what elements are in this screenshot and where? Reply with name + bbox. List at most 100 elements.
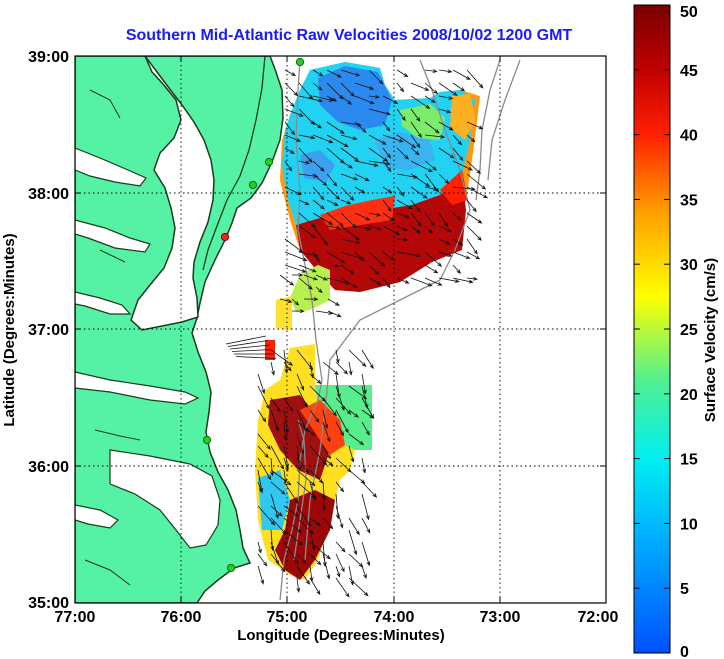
north-patch-blue-2 — [300, 150, 335, 182]
current-vector-arrow — [361, 373, 367, 395]
current-vector-arrow — [361, 457, 367, 474]
current-vector-arrow — [270, 517, 287, 535]
current-vector-arrow — [368, 94, 381, 99]
current-vector-arrow — [410, 212, 422, 227]
current-vector-arrow — [257, 553, 268, 567]
current-vector-arrow — [298, 160, 311, 165]
current-vector-arrow — [322, 421, 331, 443]
current-vector-arrow — [309, 529, 316, 551]
north-patch-orange — [450, 94, 476, 140]
colorbar-tick-label: 30 — [680, 257, 698, 274]
current-vector-arrow — [410, 108, 421, 122]
current-vector-arrow — [283, 457, 289, 472]
current-vector-arrow — [312, 121, 323, 129]
current-vector-arrow — [309, 541, 331, 560]
current-vector-arrow — [312, 173, 328, 187]
current-vector-arrow — [348, 385, 368, 400]
y-tick-label: 35:00 — [28, 595, 69, 612]
current-vector-arrow — [382, 134, 404, 143]
current-vector-arrow — [361, 409, 375, 419]
current-vector-arrow — [298, 212, 316, 228]
current-vector-arrow — [235, 356, 277, 359]
current-vector-arrow — [354, 251, 365, 262]
albemarle-sound — [75, 371, 200, 405]
current-vector-arrow — [354, 186, 366, 194]
current-vector-arrow — [452, 69, 471, 80]
current-vector-arrow — [354, 95, 375, 105]
current-vector-arrow — [270, 505, 283, 517]
current-vector-arrow — [309, 577, 321, 596]
station-marker — [248, 180, 258, 190]
current-vector-arrow — [284, 134, 302, 142]
x-axis-label: Longitude (Degrees:Minutes) — [237, 627, 445, 644]
current-vector-arrow — [322, 517, 334, 530]
current-vector-arrow — [354, 121, 367, 134]
current-vector-arrow — [340, 82, 355, 97]
current-vector-arrow — [368, 264, 380, 276]
current-vector-arrow — [361, 481, 378, 498]
current-vector-arrow — [298, 173, 319, 178]
current-vector-arrow — [296, 553, 307, 565]
current-vector-arrow — [438, 238, 451, 245]
current-vector-arrow — [292, 273, 304, 277]
colorbar-tick-label: 35 — [680, 192, 698, 209]
current-vector-arrow — [296, 457, 310, 474]
current-vector-arrow — [340, 134, 358, 140]
current-vector-arrow — [283, 409, 289, 434]
y-tick-label: 36:00 — [28, 459, 69, 476]
current-vector-arrow — [312, 225, 328, 246]
current-vector-arrow — [257, 409, 267, 423]
current-vector-arrow — [466, 238, 478, 255]
current-vector-arrow — [296, 445, 302, 472]
current-vector-arrow — [312, 69, 324, 77]
current-vector-arrow — [410, 225, 421, 234]
colorbar-tick-label: 50 — [680, 4, 698, 21]
current-vector-arrow — [291, 298, 300, 306]
current-vector-arrow — [270, 457, 274, 477]
x-tick-labels: 77:00 76:00 75:00 74:00 73:00 72:00 — [55, 609, 619, 626]
current-vector-arrow — [424, 186, 439, 191]
current-vector-arrow — [438, 121, 454, 131]
current-vector-arrow — [438, 173, 450, 185]
current-vector-arrow — [348, 409, 359, 418]
current-vector-arrow — [283, 349, 289, 374]
current-vector-arrow — [396, 173, 419, 179]
current-vector-arrow — [270, 493, 279, 519]
current-vector-arrow — [291, 309, 305, 314]
current-vector-arrow — [438, 225, 453, 233]
current-vector-arrow — [452, 147, 464, 162]
current-vector-arrow — [279, 274, 295, 286]
current-vector-arrow — [466, 173, 487, 190]
current-vector-arrow — [396, 251, 422, 258]
current-vector-arrow — [296, 565, 311, 585]
current-vector-arrow — [361, 385, 369, 409]
current-vector-arrow — [296, 421, 316, 437]
current-vector-arrow — [309, 481, 317, 502]
current-vector-arrow — [354, 173, 370, 182]
current-vector-arrow — [466, 186, 489, 199]
current-vector-arrow — [257, 433, 271, 450]
current-vector-arrow — [298, 277, 313, 290]
current-vector-arrow — [438, 147, 455, 159]
x-tick-label: 76:00 — [161, 609, 202, 626]
current-vector-arrow — [340, 264, 355, 275]
current-vector-arrow — [322, 397, 337, 417]
river-inlet-4 — [75, 504, 119, 529]
y-axis-label: Latitude (Degrees:Minutes) — [1, 233, 18, 426]
current-vector-arrow — [296, 433, 304, 455]
current-vector-arrow — [348, 349, 367, 368]
axis-tick-marks — [75, 56, 606, 603]
current-vector-arrow — [270, 361, 275, 376]
x-tick-label: 72:00 — [578, 609, 619, 626]
current-vector-arrow — [396, 212, 410, 219]
inland-rivers — [84, 89, 141, 586]
colorbar-tick-label: 10 — [680, 516, 698, 533]
current-vector-arrow — [410, 277, 433, 287]
current-vector-arrow — [326, 212, 344, 227]
current-vector-arrow — [296, 505, 312, 527]
current-vector-arrow — [322, 361, 339, 376]
current-vector-arrow — [466, 276, 479, 281]
x-tick-label: 75:00 — [267, 609, 308, 626]
current-vector-arrow — [424, 251, 443, 267]
current-vector-arrow — [354, 160, 379, 167]
